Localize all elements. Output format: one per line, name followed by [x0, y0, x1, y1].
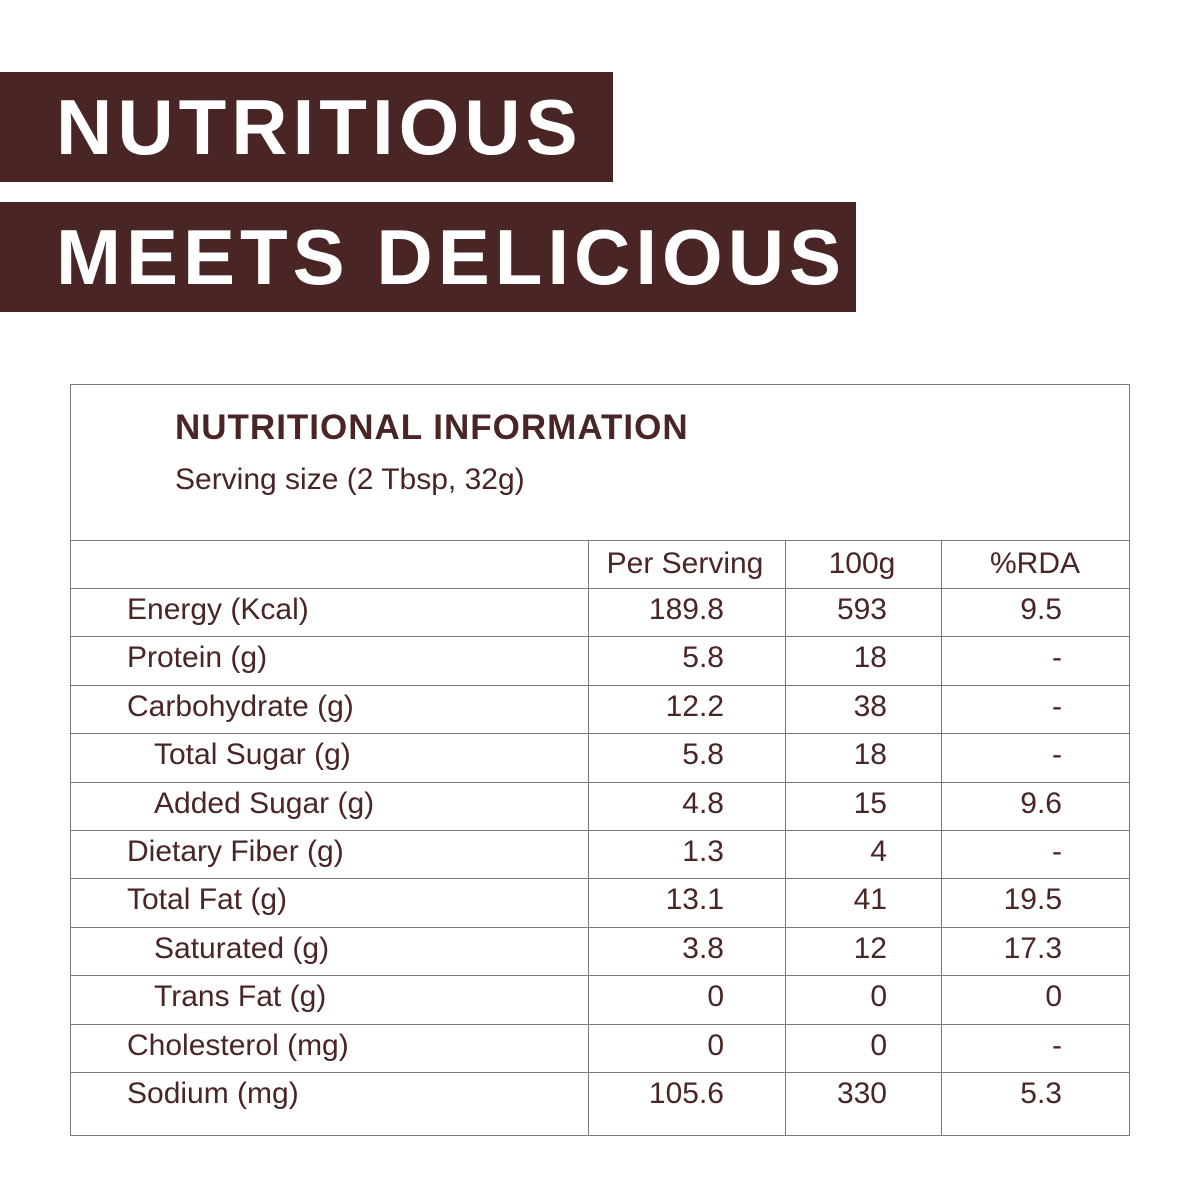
row-line — [70, 540, 1130, 541]
row-line — [70, 1023, 1130, 1025]
column-header: 100g — [828, 547, 896, 580]
cell-value: 18 — [853, 641, 887, 675]
row-line — [70, 781, 1130, 783]
row-label: Sodium (mg) — [127, 1077, 299, 1110]
cell-value: 0 — [707, 980, 724, 1014]
column-line — [941, 540, 942, 1136]
cell-value: 41 — [853, 883, 887, 917]
table-title: NUTRITIONAL INFORMATION — [175, 408, 689, 447]
cell-value: 15 — [853, 786, 887, 820]
row-label: Added Sugar (g) — [154, 786, 375, 820]
cell-value: 3.8 — [682, 931, 724, 965]
cell-value: - — [1052, 1028, 1062, 1062]
cell-value: - — [1052, 641, 1062, 675]
row-label: Total Sugar (g) — [154, 738, 351, 772]
row-label: Energy (Kcal) — [127, 593, 309, 626]
cell-value: 12 — [853, 931, 887, 965]
cell-value: 13.1 — [665, 883, 724, 917]
row-label: Protein (g) — [127, 641, 268, 675]
cell-value: 105.6 — [648, 1077, 724, 1110]
row-line — [70, 684, 1130, 686]
cell-value: 0 — [870, 1028, 887, 1062]
row-line — [70, 926, 1130, 928]
table-subtitle: Serving size (2 Tbsp, 32g) — [175, 463, 525, 496]
row-line — [70, 878, 1130, 880]
cell-value: 0 — [870, 980, 887, 1014]
row-label: Trans Fat (g) — [154, 980, 327, 1014]
cell-value: 330 — [836, 1077, 887, 1110]
cell-value: 19.5 — [1003, 883, 1062, 917]
cell-value: 17.3 — [1003, 931, 1062, 965]
row-line — [70, 636, 1130, 638]
row-line — [70, 733, 1130, 735]
cell-value: 4.8 — [682, 786, 724, 820]
cell-value: 0 — [1045, 980, 1062, 1014]
cell-value: 12.2 — [665, 689, 724, 723]
row-label: Total Fat (g) — [127, 883, 288, 917]
cell-value: 9.5 — [1020, 593, 1062, 626]
cell-value: 18 — [853, 738, 887, 772]
cell-value: 4 — [870, 835, 887, 868]
cell-value: - — [1052, 835, 1062, 868]
row-line — [70, 588, 1130, 589]
cell-value: 0 — [707, 1028, 724, 1062]
cell-value: 189.8 — [648, 593, 724, 626]
row-label: Cholesterol (mg) — [127, 1028, 349, 1062]
cell-value: 9.6 — [1020, 786, 1062, 820]
row-line — [70, 975, 1130, 977]
column-header: %RDA — [989, 547, 1080, 580]
column-line — [785, 540, 786, 1136]
banner-line1: NUTRITIOUS — [0, 72, 613, 182]
cell-value: 38 — [853, 689, 887, 723]
row-label: Dietary Fiber (g) — [127, 835, 344, 868]
cell-value: - — [1052, 738, 1062, 772]
table-box — [70, 384, 1130, 1136]
cell-value: 5.8 — [682, 641, 724, 675]
cell-value: - — [1052, 689, 1062, 723]
cell-value: 593 — [836, 593, 887, 626]
cell-value: 5.3 — [1020, 1077, 1062, 1110]
row-line — [70, 830, 1130, 831]
cell-value: 1.3 — [682, 835, 724, 868]
column-header: Per Serving — [606, 547, 764, 580]
row-label: Saturated (g) — [154, 931, 330, 965]
banner-line2: MEETS DELICIOUS — [0, 202, 856, 312]
cell-value: 5.8 — [682, 738, 724, 772]
row-label: Carbohydrate (g) — [127, 689, 354, 723]
row-line — [70, 1072, 1130, 1073]
column-line — [588, 540, 589, 1136]
